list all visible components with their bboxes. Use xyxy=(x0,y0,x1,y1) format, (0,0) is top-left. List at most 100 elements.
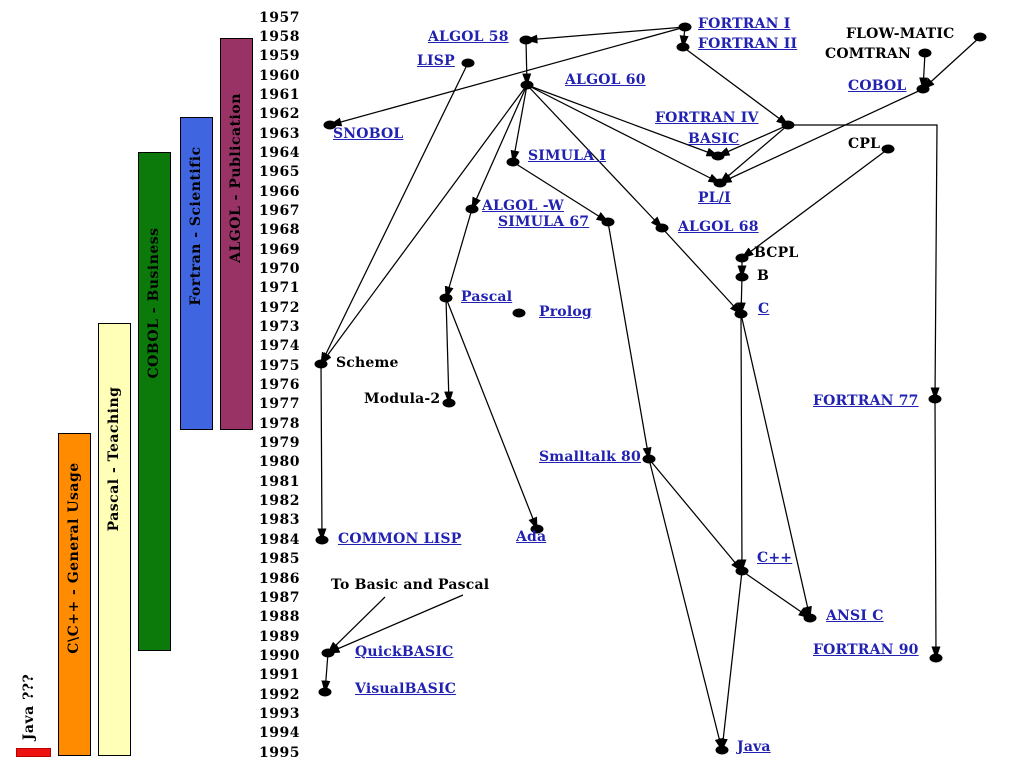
cobol-label[interactable]: COBOL xyxy=(848,78,907,94)
quickbasic-label[interactable]: QuickBASIC xyxy=(355,644,454,660)
year-1979: 1979 xyxy=(259,435,300,451)
quickbasic-dot xyxy=(321,648,335,658)
c-cpp-era-label: C\C++ - General Usage xyxy=(66,462,82,654)
fortran-era-bar xyxy=(180,117,213,430)
prolog-dot xyxy=(512,308,526,318)
bcpl-label: BCPL xyxy=(754,245,799,261)
fortran90-label[interactable]: FORTRAN 90 xyxy=(813,642,919,658)
year-1982: 1982 xyxy=(259,493,300,509)
algol-era-label: ALGOL - Publication xyxy=(228,93,244,263)
edge-pascal-to-modula2 xyxy=(444,297,454,405)
year-1994: 1994 xyxy=(259,725,300,741)
algol68-label[interactable]: ALGOL 68 xyxy=(678,219,759,235)
year-1976: 1976 xyxy=(259,377,300,393)
algol60-label[interactable]: ALGOL 60 xyxy=(565,72,646,88)
edge-cpl-to-bcpl xyxy=(740,148,889,259)
common_lisp-dot xyxy=(315,535,329,545)
year-1972: 1972 xyxy=(259,300,300,316)
ansi_c-dot xyxy=(803,613,817,623)
year-1980: 1980 xyxy=(259,454,300,470)
c-dot xyxy=(734,309,748,319)
edge-fortran_iv-to-pli xyxy=(718,124,789,184)
java-dot xyxy=(715,745,729,755)
year-1993: 1993 xyxy=(259,706,300,722)
algol_w-label[interactable]: ALGOL -W xyxy=(482,198,564,214)
prolog-label[interactable]: Prolog xyxy=(539,304,592,320)
smalltalk80-label[interactable]: Smalltalk 80 xyxy=(539,449,641,465)
algol58-label[interactable]: ALGOL 58 xyxy=(428,29,509,45)
fortran_i-label[interactable]: FORTRAN I xyxy=(698,16,791,32)
edge-algol60-to-pli xyxy=(526,84,722,184)
fortran_iv-label[interactable]: FORTRAN IV xyxy=(655,110,759,126)
edge-algol60-to-algol_w xyxy=(471,84,528,211)
snobol-dot xyxy=(323,120,337,130)
edge-algol60-to-basic xyxy=(526,84,720,157)
cobol-era-bar xyxy=(138,152,171,651)
ada-label[interactable]: Ada xyxy=(516,529,547,545)
year-1975: 1975 xyxy=(259,358,300,374)
cpl-dot xyxy=(881,144,895,154)
edge-fortran_iv-to-basic xyxy=(716,124,789,157)
fortran77-label[interactable]: FORTRAN 77 xyxy=(813,393,919,409)
pascal-era-label: Pascal - Teaching xyxy=(106,386,122,532)
c-label[interactable]: C xyxy=(758,301,770,317)
lisp-dot xyxy=(461,58,475,68)
algol-era-bar xyxy=(220,38,253,430)
pascal-label[interactable]: Pascal xyxy=(461,289,513,305)
comtran-label: COMTRAN xyxy=(825,46,911,62)
java-label[interactable]: Java xyxy=(737,739,771,755)
cobol-dot xyxy=(916,84,930,94)
fortran77-dot xyxy=(928,394,942,404)
year-1983: 1983 xyxy=(259,512,300,528)
cpl-label: CPL xyxy=(848,136,881,152)
visualbasic-label[interactable]: VisualBASIC xyxy=(355,681,457,697)
edge-pascal-to-ada xyxy=(445,297,538,531)
common_lisp-label[interactable]: COMMON LISP xyxy=(338,531,462,547)
simula_i-label[interactable]: SIMULA I xyxy=(528,148,607,164)
edge-comtran-to-cobol xyxy=(919,52,929,91)
scheme-label: Scheme xyxy=(336,355,399,371)
smalltalk80-dot xyxy=(642,454,656,464)
edge-flow_matic-to-cobol xyxy=(921,36,981,91)
year-1990: 1990 xyxy=(259,648,300,664)
year-1995: 1995 xyxy=(259,745,300,761)
modula2-dot xyxy=(442,398,456,408)
year-1973: 1973 xyxy=(259,319,300,335)
edge-annotation-to-quickbasic xyxy=(326,594,464,654)
algol68-dot xyxy=(655,223,669,233)
b-label: B xyxy=(757,268,770,284)
edge-fortran77-to-fortran90 xyxy=(931,398,941,660)
fortran_ii-label[interactable]: FORTRAN II xyxy=(698,36,798,52)
fortran_i-dot xyxy=(678,22,692,32)
edge-cpp-to-ansi_c xyxy=(741,570,812,619)
year-1978: 1978 xyxy=(259,416,300,432)
edge-lisp-to-scheme xyxy=(320,62,469,366)
year-1977: 1977 xyxy=(259,396,300,412)
pli-label[interactable]: PL/I xyxy=(698,190,731,206)
year-1989: 1989 xyxy=(259,629,300,645)
scheme-dot xyxy=(314,359,328,369)
simula67-label[interactable]: SIMULA 67 xyxy=(498,214,590,230)
simula67-dot xyxy=(601,217,615,227)
algol_w-dot xyxy=(465,204,479,214)
edge-c-to-cpp xyxy=(737,313,747,573)
edge-cobol-to-pli xyxy=(718,88,924,184)
year-1974: 1974 xyxy=(259,338,300,354)
ada-dot xyxy=(530,524,544,534)
c-cpp-era-bar xyxy=(58,433,91,756)
year-1960: 1960 xyxy=(259,68,300,84)
year-1970: 1970 xyxy=(259,261,300,277)
year-1966: 1966 xyxy=(259,184,300,200)
edge-simula67-to-smalltalk80 xyxy=(607,221,652,461)
lisp-label[interactable]: LISP xyxy=(417,53,455,69)
edge-smalltalk80-to-cpp xyxy=(648,458,743,573)
ansi_c-label[interactable]: ANSI C xyxy=(826,608,884,624)
basic-label[interactable]: BASIC xyxy=(688,131,740,147)
cpp-label[interactable]: C++ xyxy=(757,550,793,566)
comtran-dot xyxy=(918,48,932,58)
edge-algol_w-to-pascal xyxy=(444,208,473,300)
snobol-label[interactable]: SNOBOL xyxy=(333,126,404,142)
basic-dot xyxy=(711,151,725,161)
edge-quickbasic-to-visualbasic xyxy=(321,652,331,694)
year-1963: 1963 xyxy=(259,126,300,142)
